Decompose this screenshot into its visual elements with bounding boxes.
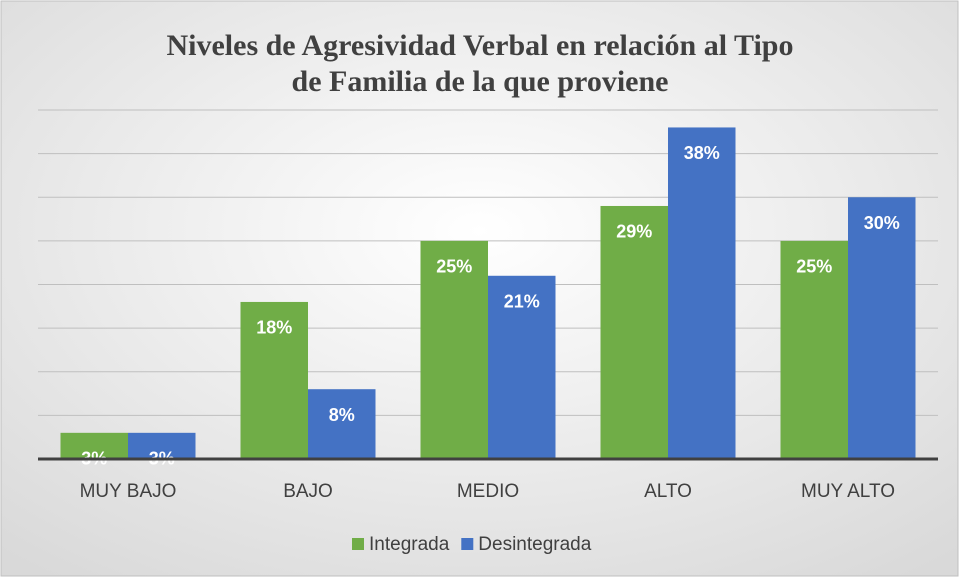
- chart-title: Niveles de Agresividad Verbal en relació…: [166, 29, 794, 98]
- data-label: 21%: [504, 292, 540, 312]
- bar: [128, 432, 196, 459]
- bar: [308, 389, 376, 459]
- data-label: 18%: [256, 318, 292, 338]
- legend-swatch: [461, 538, 474, 550]
- bar: [848, 197, 916, 459]
- bar: [420, 240, 488, 459]
- bar: [488, 275, 556, 459]
- legend-label: Desintegrada: [478, 534, 591, 555]
- data-label: 8%: [329, 405, 355, 425]
- data-label: 38%: [684, 143, 720, 163]
- bar: [780, 240, 848, 459]
- legend-swatch: [352, 538, 364, 550]
- x-tick-label: MUY ALTO: [801, 481, 895, 502]
- bar: [60, 432, 128, 459]
- bar: [240, 301, 308, 459]
- x-tick-label: BAJO: [283, 481, 333, 502]
- x-tick-label: ALTO: [644, 481, 692, 502]
- data-label: 30%: [864, 213, 900, 233]
- legend-label: Integrada: [369, 534, 450, 555]
- data-label: 25%: [436, 257, 472, 277]
- data-label: 25%: [796, 257, 832, 277]
- bar: [600, 205, 668, 459]
- bar: [668, 127, 736, 459]
- x-tick-label: MEDIO: [457, 481, 519, 502]
- data-label: 29%: [616, 222, 652, 242]
- x-tick-label: MUY BAJO: [80, 481, 177, 502]
